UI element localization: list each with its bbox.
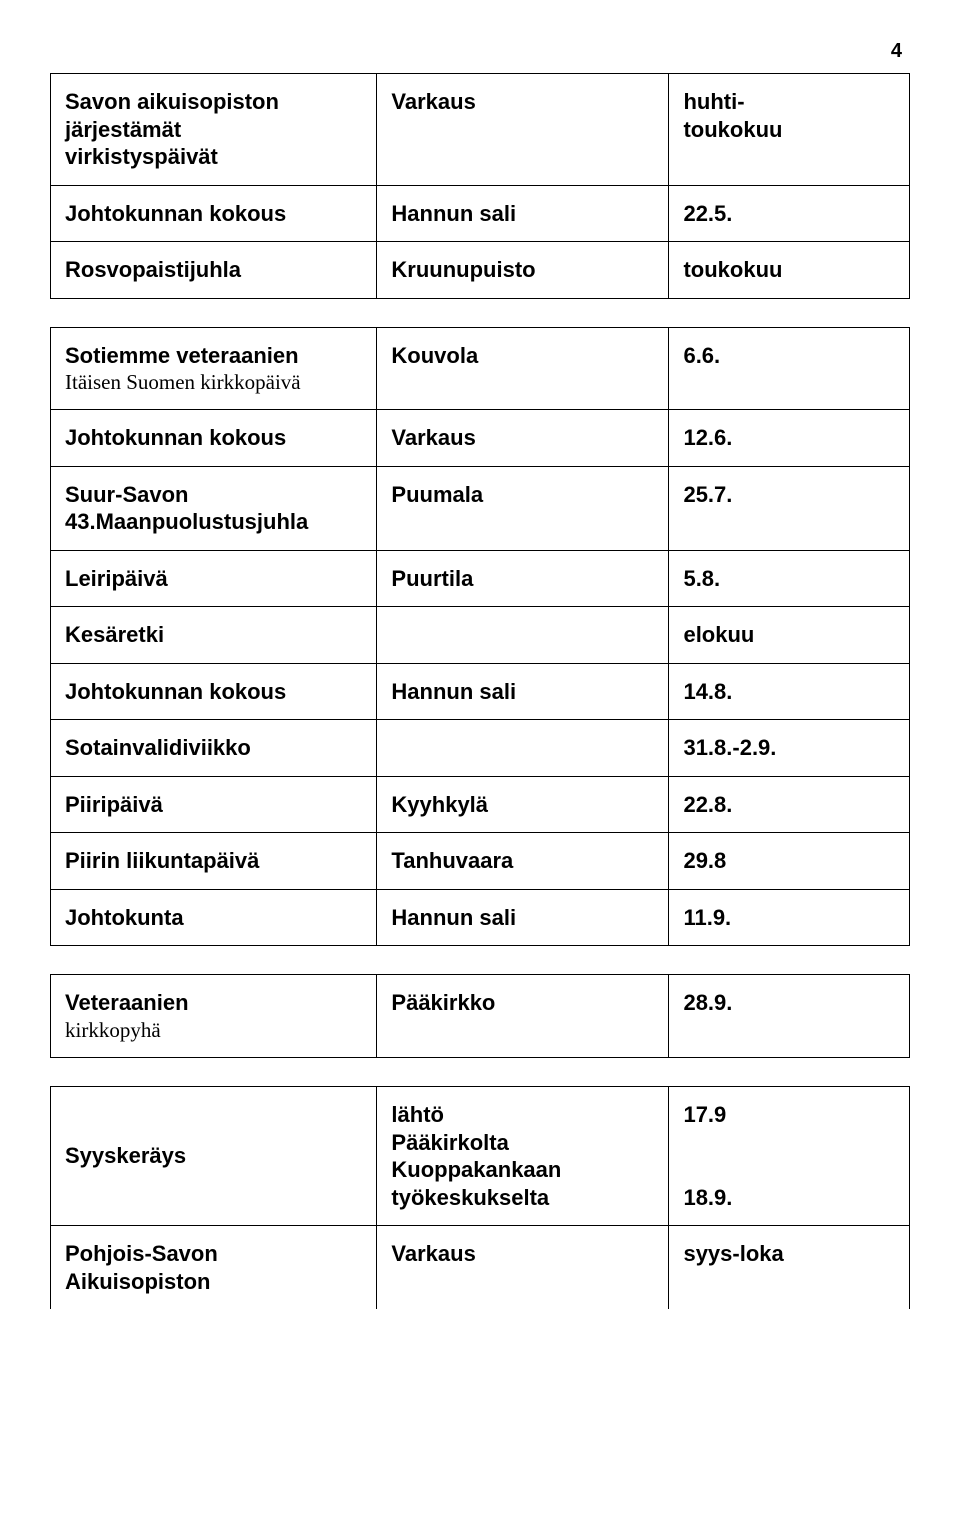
table-row: Johtokunnan kokous Varkaus 12.6. bbox=[51, 410, 910, 467]
cell: Kesäretki bbox=[51, 607, 377, 664]
table-row: Sotainvalidiviikko 31.8.-2.9. bbox=[51, 720, 910, 777]
txt: Syyskeräys bbox=[65, 1142, 362, 1170]
txt: Aikuisopiston bbox=[65, 1268, 362, 1296]
txt: Kuoppakankaan bbox=[391, 1156, 654, 1184]
table-row: Piirin liikuntapäivä Tanhuvaara 29.8 bbox=[51, 833, 910, 890]
cell: syys-loka bbox=[669, 1226, 910, 1310]
cell: 12.6. bbox=[669, 410, 910, 467]
txt: Pääkirkolta bbox=[391, 1129, 654, 1157]
txt: 43.Maanpuolustusjuhla bbox=[65, 508, 362, 536]
cell bbox=[377, 607, 669, 664]
cell: Syyskeräys bbox=[51, 1087, 377, 1226]
cell: Johtokunnan kokous bbox=[51, 185, 377, 242]
cell: Hannun sali bbox=[377, 185, 669, 242]
cell: Varkaus bbox=[377, 1226, 669, 1310]
txt: 18.9. bbox=[683, 1184, 895, 1212]
cell: Johtokunta bbox=[51, 889, 377, 946]
cell: Puumala bbox=[377, 466, 669, 550]
cell: lähtö Pääkirkolta Kuoppakankaan työkesku… bbox=[377, 1087, 669, 1226]
cell: Piirin liikuntapäivä bbox=[51, 833, 377, 890]
txt: Veteraanien bbox=[65, 989, 362, 1017]
cell: 5.8. bbox=[669, 550, 910, 607]
cell: Varkaus bbox=[377, 410, 669, 467]
table-row: Kesäretki elokuu bbox=[51, 607, 910, 664]
cell: elokuu bbox=[669, 607, 910, 664]
page-number: 4 bbox=[50, 40, 910, 63]
txt: Pohjois-Savon bbox=[65, 1240, 362, 1268]
cell: huhti- toukokuu bbox=[669, 74, 910, 186]
cell: 29.8 bbox=[669, 833, 910, 890]
table-row: Savon aikuisopiston järjestämät virkisty… bbox=[51, 74, 910, 186]
table-row: Johtokunnan kokous Hannun sali 22.5. bbox=[51, 185, 910, 242]
txt: huhti- bbox=[683, 88, 895, 116]
cell: Hannun sali bbox=[377, 663, 669, 720]
txt: työkeskukselta bbox=[391, 1184, 654, 1212]
cell: Hannun sali bbox=[377, 889, 669, 946]
cell: Sotainvalidiviikko bbox=[51, 720, 377, 777]
cell: toukokuu bbox=[669, 242, 910, 299]
cell: 6.6. bbox=[669, 327, 910, 410]
cell: 14.8. bbox=[669, 663, 910, 720]
table-1: Savon aikuisopiston järjestämät virkisty… bbox=[50, 73, 910, 299]
table-row: Piiripäivä Kyyhkylä 22.8. bbox=[51, 776, 910, 833]
txt: Suur-Savon bbox=[65, 481, 362, 509]
table-row: Veteraanien kirkkopyhä Pääkirkko 28.9. bbox=[51, 975, 910, 1058]
table-row: Syyskeräys lähtö Pääkirkolta Kuoppakanka… bbox=[51, 1087, 910, 1226]
table-3: Veteraanien kirkkopyhä Pääkirkko 28.9. bbox=[50, 974, 910, 1058]
cell: Rosvopaistijuhla bbox=[51, 242, 377, 299]
cell: 25.7. bbox=[669, 466, 910, 550]
cell: Johtokunnan kokous bbox=[51, 663, 377, 720]
cell bbox=[377, 720, 669, 777]
cell: Varkaus bbox=[377, 74, 669, 186]
txt bbox=[683, 1156, 895, 1184]
cell: Puurtila bbox=[377, 550, 669, 607]
cell: Tanhuvaara bbox=[377, 833, 669, 890]
cell: Pääkirkko bbox=[377, 975, 669, 1058]
txt-sub: kirkkopyhä bbox=[65, 1017, 362, 1043]
txt: lähtö bbox=[391, 1101, 654, 1129]
txt: järjestämät bbox=[65, 116, 362, 144]
cell: Savon aikuisopiston järjestämät virkisty… bbox=[51, 74, 377, 186]
table-2: Sotiemme veteraanien Itäisen Suomen kirk… bbox=[50, 327, 910, 947]
txt: toukokuu bbox=[683, 116, 895, 144]
table-row: Sotiemme veteraanien Itäisen Suomen kirk… bbox=[51, 327, 910, 410]
table-4: Syyskeräys lähtö Pääkirkolta Kuoppakanka… bbox=[50, 1086, 910, 1309]
cell: Kruunupuisto bbox=[377, 242, 669, 299]
cell: Kouvola bbox=[377, 327, 669, 410]
cell: 31.8.-2.9. bbox=[669, 720, 910, 777]
cell: Kyyhkylä bbox=[377, 776, 669, 833]
cell: Veteraanien kirkkopyhä bbox=[51, 975, 377, 1058]
txt-sub: Itäisen Suomen kirkkopäivä bbox=[65, 369, 362, 395]
txt: Sotiemme veteraanien bbox=[65, 342, 362, 370]
table-row: Suur-Savon 43.Maanpuolustusjuhla Puumala… bbox=[51, 466, 910, 550]
table-row: Leiripäivä Puurtila 5.8. bbox=[51, 550, 910, 607]
cell: Piiripäivä bbox=[51, 776, 377, 833]
cell: Pohjois-Savon Aikuisopiston bbox=[51, 1226, 377, 1310]
table-row: Johtokunnan kokous Hannun sali 14.8. bbox=[51, 663, 910, 720]
cell: Leiripäivä bbox=[51, 550, 377, 607]
table-row: Pohjois-Savon Aikuisopiston Varkaus syys… bbox=[51, 1226, 910, 1310]
cell: Sotiemme veteraanien Itäisen Suomen kirk… bbox=[51, 327, 377, 410]
cell: Johtokunnan kokous bbox=[51, 410, 377, 467]
txt: 17.9 bbox=[683, 1101, 895, 1129]
cell: 22.5. bbox=[669, 185, 910, 242]
txt: virkistyspäivät bbox=[65, 143, 362, 171]
cell: 11.9. bbox=[669, 889, 910, 946]
cell: Suur-Savon 43.Maanpuolustusjuhla bbox=[51, 466, 377, 550]
cell: 28.9. bbox=[669, 975, 910, 1058]
txt bbox=[683, 1129, 895, 1157]
table-row: Johtokunta Hannun sali 11.9. bbox=[51, 889, 910, 946]
cell: 17.9 18.9. bbox=[669, 1087, 910, 1226]
txt: Savon aikuisopiston bbox=[65, 88, 362, 116]
table-row: Rosvopaistijuhla Kruunupuisto toukokuu bbox=[51, 242, 910, 299]
cell: 22.8. bbox=[669, 776, 910, 833]
